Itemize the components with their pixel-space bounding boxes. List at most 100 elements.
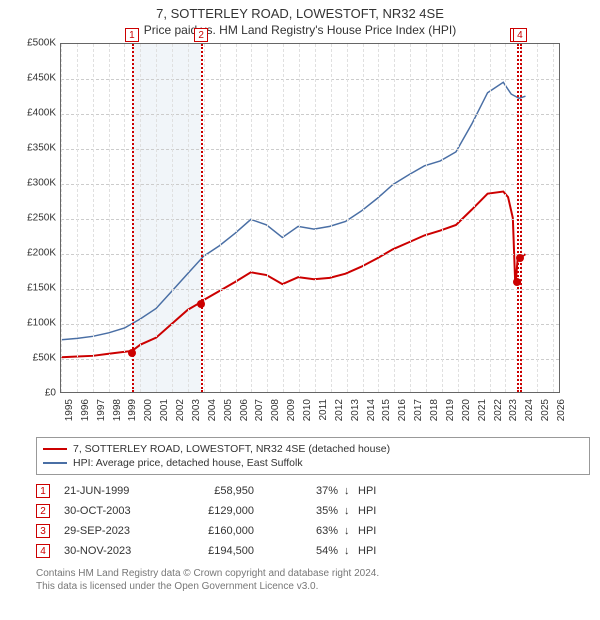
x-axis-label: 2007	[254, 399, 265, 421]
y-axis-label: £200K	[10, 248, 56, 259]
event-row: 121-JUN-1999£58,95037%↓HPI	[36, 481, 590, 501]
gridline-v	[426, 44, 427, 392]
event-delta: 63%	[284, 525, 344, 537]
gridline-v	[220, 44, 221, 392]
gridline-v	[553, 44, 554, 392]
event-vline	[517, 44, 519, 392]
event-vs: HPI	[358, 505, 376, 517]
down-arrow-icon: ↓	[344, 525, 358, 537]
event-vs: HPI	[358, 485, 376, 497]
x-axis-label: 2004	[207, 399, 218, 421]
down-arrow-icon: ↓	[344, 505, 358, 517]
gridline-v	[394, 44, 395, 392]
event-row: 230-OCT-2003£129,00035%↓HPI	[36, 501, 590, 521]
gridline-v	[537, 44, 538, 392]
price-chart: 1234 £0£50K£100K£150K£200K£250K£300K£350…	[10, 43, 570, 433]
x-axis-label: 2019	[445, 399, 456, 421]
chart-lines	[61, 44, 559, 392]
event-price: £194,500	[184, 545, 284, 557]
y-axis-label: £400K	[10, 108, 56, 119]
gridline-h	[61, 324, 559, 325]
event-row: 329-SEP-2023£160,00063%↓HPI	[36, 521, 590, 541]
gridline-v	[299, 44, 300, 392]
gridline-v	[61, 44, 62, 392]
x-axis-label: 2017	[413, 399, 424, 421]
gridline-v	[140, 44, 141, 392]
event-number-box: 2	[36, 504, 50, 518]
event-vline	[520, 44, 522, 392]
gridline-v	[474, 44, 475, 392]
gridline-v	[347, 44, 348, 392]
legend-label-hpi: HPI: Average price, detached house, East…	[73, 457, 303, 469]
gridline-h	[61, 79, 559, 80]
gridline-v	[156, 44, 157, 392]
event-marker-box: 1	[125, 28, 139, 42]
x-axis-label: 2013	[350, 399, 361, 421]
x-axis-label: 2011	[318, 399, 329, 421]
legend-row-property: 7, SOTTERLEY ROAD, LOWESTOFT, NR32 4SE (…	[43, 442, 583, 456]
event-marker-box: 2	[194, 28, 208, 42]
x-axis-label: 2001	[159, 399, 170, 421]
x-axis-label: 2012	[334, 399, 345, 421]
gridline-v	[331, 44, 332, 392]
footer-line-1: Contains HM Land Registry data © Crown c…	[36, 567, 590, 580]
x-axis-label: 1995	[64, 399, 75, 421]
event-vline	[132, 44, 134, 392]
event-price: £129,000	[184, 505, 284, 517]
event-price: £160,000	[184, 525, 284, 537]
event-delta: 35%	[284, 505, 344, 517]
y-axis-label: £250K	[10, 213, 56, 224]
x-axis-label: 2009	[286, 399, 297, 421]
x-axis-label: 2020	[461, 399, 472, 421]
x-axis-label: 2026	[556, 399, 567, 421]
y-axis-label: £100K	[10, 318, 56, 329]
x-axis-label: 2010	[302, 399, 313, 421]
chart-legend: 7, SOTTERLEY ROAD, LOWESTOFT, NR32 4SE (…	[36, 437, 590, 475]
gridline-v	[236, 44, 237, 392]
gridline-v	[109, 44, 110, 392]
event-vs: HPI	[358, 525, 376, 537]
event-dot	[516, 254, 524, 262]
gridline-v	[204, 44, 205, 392]
gridline-v	[172, 44, 173, 392]
x-axis-label: 2008	[270, 399, 281, 421]
legend-swatch-hpi	[43, 462, 67, 464]
down-arrow-icon: ↓	[344, 545, 358, 557]
x-axis-label: 2006	[239, 399, 250, 421]
plot-area: 1234	[60, 43, 560, 393]
gridline-v	[410, 44, 411, 392]
x-axis-label: 1998	[112, 399, 123, 421]
legend-label-property: 7, SOTTERLEY ROAD, LOWESTOFT, NR32 4SE (…	[73, 443, 390, 455]
x-axis-label: 2022	[493, 399, 504, 421]
event-date: 30-NOV-2023	[64, 545, 184, 557]
x-axis-label: 2025	[540, 399, 551, 421]
x-axis-label: 2023	[508, 399, 519, 421]
gridline-h	[61, 149, 559, 150]
gridline-v	[93, 44, 94, 392]
event-dot	[197, 300, 205, 308]
event-number-box: 4	[36, 544, 50, 558]
x-axis-label: 2014	[366, 399, 377, 421]
down-arrow-icon: ↓	[344, 485, 358, 497]
y-axis-label: £500K	[10, 38, 56, 49]
gridline-h	[61, 114, 559, 115]
x-axis-label: 2005	[223, 399, 234, 421]
y-axis-label: £0	[10, 388, 56, 399]
event-delta: 37%	[284, 485, 344, 497]
x-axis-label: 2018	[429, 399, 440, 421]
x-axis-label: 2016	[397, 399, 408, 421]
gridline-v	[378, 44, 379, 392]
gridline-h	[61, 219, 559, 220]
gridline-v	[458, 44, 459, 392]
event-vline	[201, 44, 203, 392]
y-axis-label: £300K	[10, 178, 56, 189]
x-axis-label: 2024	[524, 399, 535, 421]
event-delta: 54%	[284, 545, 344, 557]
sales-event-table: 121-JUN-1999£58,95037%↓HPI230-OCT-2003£1…	[36, 481, 590, 561]
gridline-v	[283, 44, 284, 392]
legend-row-hpi: HPI: Average price, detached house, East…	[43, 456, 583, 470]
x-axis-label: 2021	[477, 399, 488, 421]
y-axis-label: £50K	[10, 353, 56, 364]
gridline-v	[267, 44, 268, 392]
gridline-v	[315, 44, 316, 392]
